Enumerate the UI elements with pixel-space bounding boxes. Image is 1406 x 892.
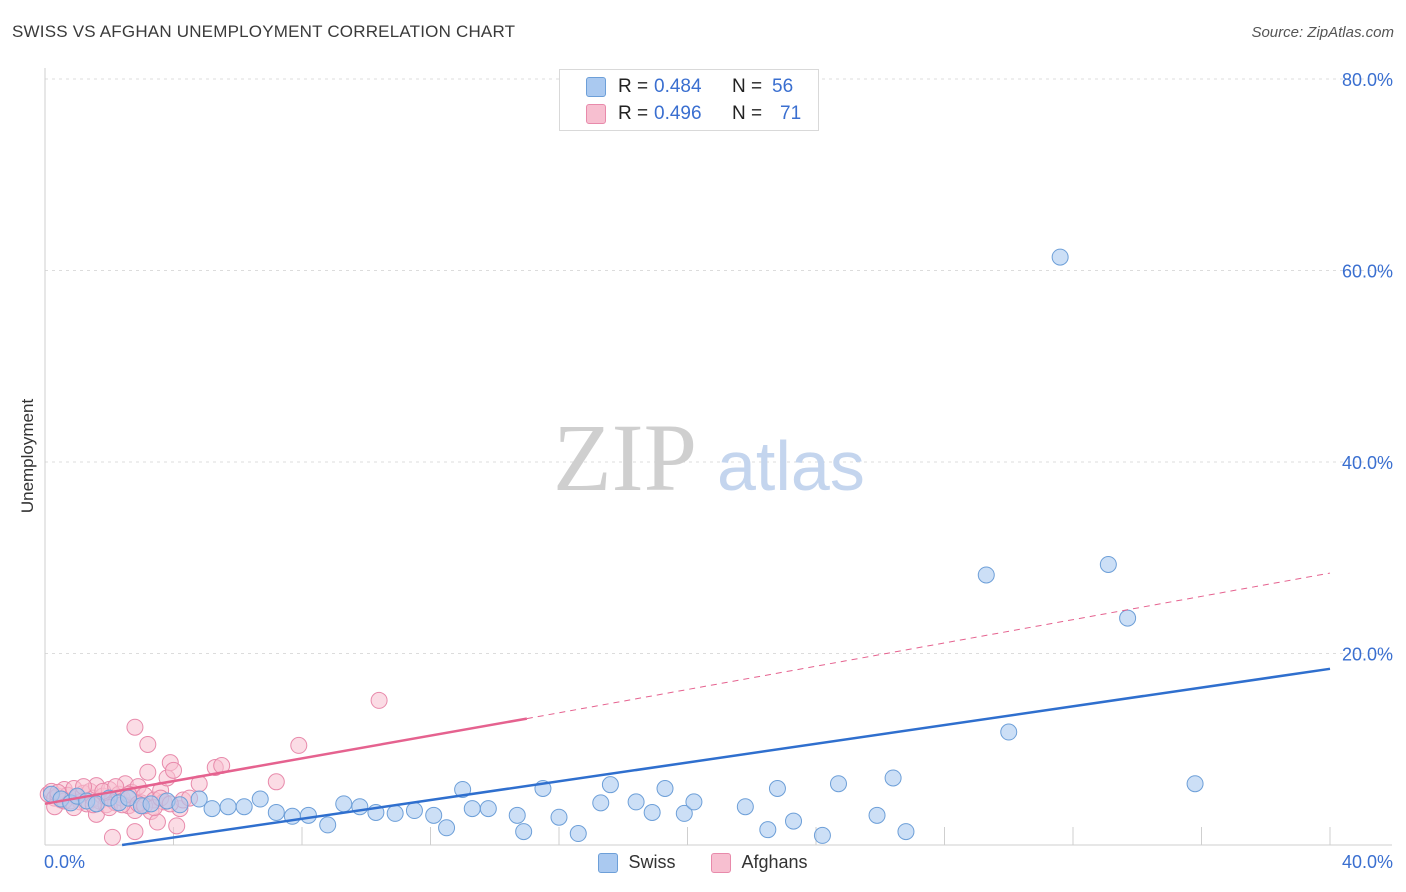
afghan-swatch <box>711 852 732 873</box>
swiss-points <box>42 248 1204 844</box>
trend-lines <box>44 572 1331 847</box>
legend-item-afghans: Afghans <box>711 852 808 873</box>
afghan-swatch <box>586 104 606 124</box>
swiss-point <box>1099 555 1117 573</box>
swiss-point <box>142 795 160 813</box>
afghan-point <box>126 718 144 736</box>
swiss-point <box>592 794 610 812</box>
swiss-point <box>463 800 481 818</box>
afghan-point <box>139 763 157 781</box>
swiss-point <box>897 823 915 841</box>
n-value: 56 <box>772 76 794 97</box>
r-value: 0.484 <box>654 76 702 97</box>
swiss-point <box>868 806 886 824</box>
swiss-point <box>171 796 189 814</box>
swiss-point <box>1119 609 1137 627</box>
afghan-point <box>165 761 182 779</box>
swiss-point <box>759 821 777 839</box>
afghan-trendline <box>44 717 528 806</box>
swiss-swatch <box>598 852 619 873</box>
afghan-trendline-extension <box>526 572 1331 720</box>
swiss-point <box>685 793 703 811</box>
swiss-point <box>454 780 472 798</box>
grid-lines <box>45 78 1390 654</box>
stats-row-afghan: R = 0.496 N = 71 <box>586 102 801 126</box>
swiss-point <box>190 790 208 808</box>
swiss-point <box>267 803 285 821</box>
swiss-point <box>829 775 847 793</box>
swiss-point <box>438 819 456 837</box>
afghan-point <box>139 735 157 753</box>
tick-labels: 20.0% 40.0% 60.0% 80.0% 0.0% 40.0% <box>44 70 1393 872</box>
swiss-point <box>479 800 497 818</box>
y-tick-label: 80.0% <box>1342 70 1393 90</box>
swiss-point <box>299 806 317 824</box>
swiss-point <box>251 790 269 808</box>
watermark: ZIP atlas <box>553 404 865 511</box>
swiss-trendline <box>121 667 1331 847</box>
afghan-point <box>267 773 285 791</box>
swiss-point <box>736 798 754 816</box>
r-label: R = <box>618 103 649 124</box>
legend-item-swiss: Swiss <box>598 852 675 873</box>
n-label: N = <box>732 103 763 124</box>
afghan-point <box>290 736 308 754</box>
swiss-point <box>405 802 423 820</box>
swiss-point <box>768 780 786 798</box>
swiss-point <box>627 793 645 811</box>
swiss-point <box>813 826 831 844</box>
y-tick-label: 40.0% <box>1342 453 1393 473</box>
swiss-point <box>1051 248 1069 266</box>
watermark-atlas: atlas <box>717 427 865 505</box>
x-tick-label: 0.0% <box>44 852 85 872</box>
swiss-point <box>425 806 443 824</box>
swiss-point <box>977 566 995 584</box>
source-credit: Source: ZipAtlas.com <box>1251 24 1394 41</box>
r-label: R = <box>618 76 649 97</box>
afghan-point <box>370 691 388 709</box>
swiss-point <box>656 780 674 798</box>
r-value: 0.496 <box>654 103 702 124</box>
stats-legend: R = 0.484 N = 56 R = 0.496 N = 71 <box>559 69 819 131</box>
swiss-point <box>203 800 221 818</box>
series-legend: Swiss Afghans <box>0 852 1406 873</box>
afghan-point <box>103 828 121 846</box>
afghan-point <box>168 817 186 835</box>
n-value: 71 <box>780 103 802 124</box>
swiss-point <box>550 808 568 826</box>
swiss-point <box>235 798 253 816</box>
swiss-point <box>219 798 237 816</box>
swiss-swatch <box>586 77 606 97</box>
swiss-point <box>675 804 693 822</box>
y-tick-label: 60.0% <box>1342 262 1393 282</box>
swiss-point <box>508 806 526 824</box>
n-label: N = <box>732 76 763 97</box>
swiss-point <box>569 825 587 843</box>
chart-title: SWISS VS AFGHAN UNEMPLOYMENT CORRELATION… <box>12 22 516 41</box>
swiss-point <box>601 776 619 794</box>
legend-label-swiss: Swiss <box>628 852 676 872</box>
x-tick-label: 40.0% <box>1342 852 1393 872</box>
y-tick-label: 20.0% <box>1342 645 1393 665</box>
watermark-zip: ZIP <box>553 404 697 511</box>
stats-row-swiss: R = 0.484 N = 56 <box>586 75 793 99</box>
afghan-point <box>148 813 166 831</box>
axes <box>44 68 1392 846</box>
swiss-point <box>884 769 902 787</box>
afghan-point <box>126 823 144 841</box>
swiss-point <box>335 795 353 813</box>
swiss-point <box>1186 775 1204 793</box>
swiss-point <box>515 823 533 841</box>
swiss-point <box>386 804 404 822</box>
swiss-point <box>785 812 803 830</box>
swiss-point <box>1000 723 1018 741</box>
swiss-point <box>643 803 661 821</box>
legend-label-afghans: Afghans <box>741 852 808 872</box>
swiss-point <box>319 816 337 834</box>
